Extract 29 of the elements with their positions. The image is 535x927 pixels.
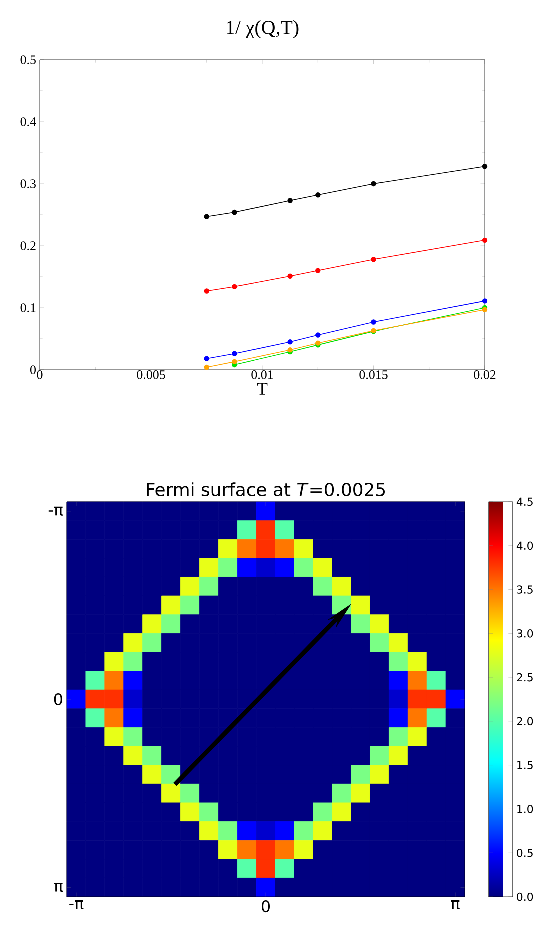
color-bar-label: 3.0 [517, 630, 534, 638]
chart-title: Fermi surface at T=0.0025 [147, 482, 386, 496]
y-tick-label: 0.5 [20, 56, 36, 64]
color-bar-label: 4.0 [516, 542, 534, 550]
y-tick-label: 0.3 [20, 180, 36, 188]
y-tick-label: 0 [54, 693, 62, 706]
color-bar-label: 0.0 [517, 892, 534, 902]
x-tick-label: -π [70, 900, 84, 910]
color-bar-label: 4.5 [516, 498, 533, 506]
color-bar-label: 3.5 [517, 586, 533, 594]
color-bar-label: 1.5 [518, 761, 533, 770]
x-tick-label: π [451, 900, 460, 910]
y-tick-label: -π [48, 506, 64, 516]
color-bar-label: 1.0 [518, 805, 534, 814]
y-tick-label: 0.4 [20, 118, 36, 126]
x-tick-label: 0.015 [360, 370, 388, 380]
x-tick-label: 0 [37, 370, 43, 380]
y-tick-label: π [54, 883, 64, 892]
y-tick-label: 0.2 [20, 242, 36, 250]
x-axis-title: T [257, 383, 268, 395]
color-bar-label: 2.5 [517, 673, 533, 682]
x-tick-label: 0.005 [137, 370, 166, 380]
chart-title: 1/ χ(Q,T) [227, 20, 299, 38]
color-bar-label: 0.5 [517, 848, 533, 858]
color-bar-label: 2.0 [517, 717, 534, 726]
x-tick-label: 0.01 [252, 370, 274, 380]
y-tick-label: 0.1 [20, 304, 36, 312]
x-tick-label: 0.02 [474, 370, 496, 380]
x-tick-label: 0 [262, 900, 270, 913]
